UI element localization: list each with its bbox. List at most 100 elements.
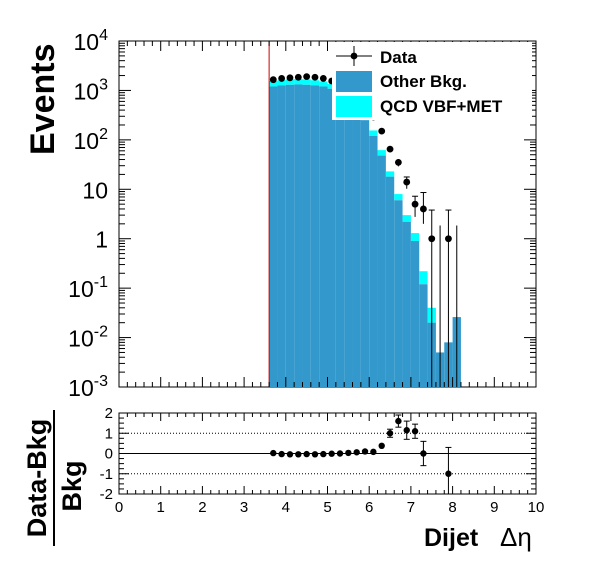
qcd-bar bbox=[385, 171, 395, 177]
ratio-y-tick-label: -2 bbox=[100, 486, 113, 503]
other-bkg-bar bbox=[377, 155, 386, 387]
ratio-point bbox=[295, 451, 302, 458]
qcd-bar bbox=[394, 194, 403, 201]
ratio-point bbox=[353, 449, 360, 456]
other-bkg-bar bbox=[360, 120, 370, 388]
ratio-point bbox=[403, 427, 410, 434]
y-tick-label: 103 bbox=[74, 76, 109, 104]
ratio-point bbox=[386, 430, 394, 437]
qcd-bar bbox=[410, 233, 420, 241]
other-bkg-bar bbox=[419, 284, 428, 387]
qcd-bar bbox=[327, 83, 336, 89]
legend-data-marker bbox=[350, 52, 358, 60]
qcd-bar bbox=[310, 80, 320, 86]
legend-label-data: Data bbox=[380, 48, 417, 67]
y-axis-label: Events bbox=[24, 44, 62, 156]
y-tick-label: 10-2 bbox=[68, 324, 108, 352]
x-tick-label: 8 bbox=[448, 499, 456, 516]
legend: Data Other Bkg. QCD VBF+MET bbox=[332, 42, 532, 120]
x-tick-label: 3 bbox=[240, 499, 248, 516]
ratio-point bbox=[311, 451, 319, 458]
legend-swatch-other-bkg bbox=[336, 71, 372, 92]
qcd-bar bbox=[302, 79, 311, 85]
other-bkg-bar bbox=[294, 84, 303, 387]
x-tick-label: 6 bbox=[365, 499, 373, 516]
y-tick-label: 10-1 bbox=[68, 274, 108, 302]
ratio-ylabel-numerator: Data-Bkg bbox=[22, 419, 52, 538]
qcd-bar bbox=[277, 80, 286, 86]
x-tick-label: 7 bbox=[407, 499, 415, 516]
y-tick-label: 10-3 bbox=[68, 373, 108, 401]
ratio-point bbox=[336, 450, 344, 457]
y-tick-label: 104 bbox=[74, 27, 109, 55]
data-point bbox=[403, 178, 411, 186]
qcd-bar bbox=[402, 215, 411, 222]
qcd-bar bbox=[285, 79, 295, 85]
x-tick-label: 2 bbox=[198, 499, 206, 516]
other-bkg-bar bbox=[277, 85, 286, 387]
data-point bbox=[411, 200, 419, 208]
other-bkg-bar bbox=[410, 240, 420, 387]
qcd-bar bbox=[319, 81, 328, 87]
ratio-point bbox=[420, 450, 427, 457]
ratio-point bbox=[303, 450, 310, 458]
data-point bbox=[311, 73, 319, 81]
ratio-point bbox=[395, 417, 402, 425]
data-point bbox=[286, 74, 294, 82]
x-tick-label: 0 bbox=[115, 499, 123, 516]
ratio-point bbox=[278, 450, 285, 458]
data-point bbox=[394, 158, 402, 166]
data-point bbox=[303, 73, 311, 81]
y-tick-label: 10 bbox=[82, 177, 108, 203]
ratio-ylabel-denominator: Bkg bbox=[57, 460, 87, 511]
other-bkg-bar bbox=[394, 200, 403, 387]
ratio-y-tick-label: -1 bbox=[100, 466, 113, 483]
qcd-bar bbox=[419, 271, 428, 285]
x-tick-label: 4 bbox=[282, 499, 290, 516]
data-point bbox=[445, 235, 452, 243]
qcd-bar bbox=[294, 79, 303, 85]
legend-label-qcd: QCD VBF+MET bbox=[380, 97, 503, 116]
x-tick-label: 1 bbox=[157, 499, 165, 516]
x-axis-label: Dijet bbox=[424, 524, 479, 552]
ratio-point bbox=[328, 450, 335, 457]
ratio-y-tick-label: 1 bbox=[105, 425, 113, 442]
x-axis-label-symbol: Δη bbox=[500, 522, 532, 552]
data-point bbox=[420, 205, 427, 213]
data-point bbox=[269, 76, 277, 84]
other-bkg-bar bbox=[369, 135, 378, 387]
data-point bbox=[378, 127, 386, 135]
data-point bbox=[386, 145, 394, 153]
ratio-point bbox=[378, 442, 385, 450]
other-bkg-bar bbox=[344, 98, 353, 388]
y-tick-label: 1 bbox=[95, 227, 108, 253]
other-bkg-bar bbox=[269, 86, 278, 387]
other-bkg-bar bbox=[335, 92, 345, 387]
other-bkg-bar bbox=[319, 86, 328, 387]
ratio-point bbox=[270, 449, 277, 457]
other-bkg-bar bbox=[285, 84, 295, 388]
data-point bbox=[294, 73, 302, 81]
data-point bbox=[319, 75, 327, 82]
other-bkg-bar bbox=[310, 85, 320, 387]
ratio-point bbox=[370, 448, 377, 456]
data-point bbox=[428, 235, 436, 243]
y-tick-label: 102 bbox=[74, 126, 109, 154]
other-bkg-bar bbox=[302, 84, 311, 388]
other-bkg-bar bbox=[327, 88, 336, 387]
ratio-y-tick-label: 0 bbox=[105, 446, 113, 463]
x-tick-label: 5 bbox=[323, 499, 331, 516]
ratio-y-tick-label: 2 bbox=[105, 405, 113, 422]
legend-swatch-qcd bbox=[336, 96, 372, 117]
ratio-point bbox=[286, 451, 294, 458]
ratio-point bbox=[345, 449, 352, 457]
x-tick-label: 9 bbox=[490, 499, 498, 516]
other-bkg-bar bbox=[385, 176, 395, 387]
qcd-bar bbox=[269, 81, 278, 87]
ratio-point bbox=[445, 470, 452, 477]
qcd-bar bbox=[377, 150, 386, 156]
other-bkg-bar bbox=[402, 221, 411, 387]
data-point bbox=[278, 75, 286, 82]
